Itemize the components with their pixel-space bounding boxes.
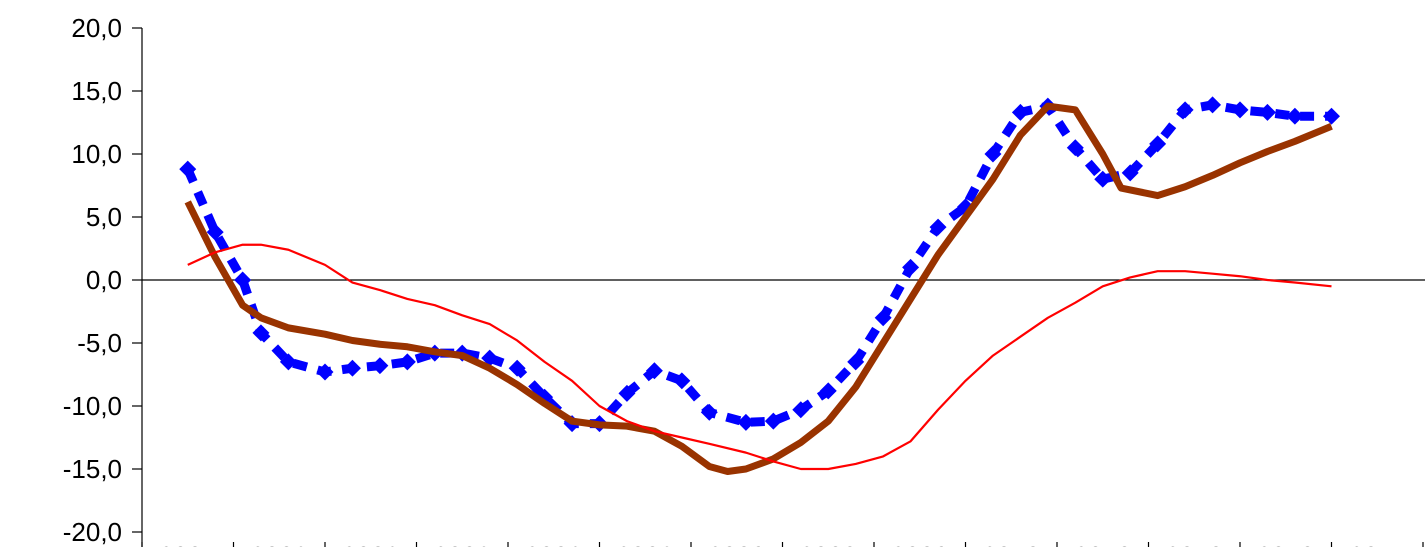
x-tick-label: 2009 [891, 541, 949, 547]
x-tick-label: 2010 [1074, 541, 1132, 547]
y-tick-label: 0,0 [86, 265, 122, 295]
series-point-1 [179, 160, 197, 178]
series-point-1 [252, 324, 270, 342]
series-point-1 [343, 359, 361, 377]
x-tick-label: 2008 [433, 541, 491, 547]
x-tick-label: 2009 [708, 541, 766, 547]
axes [132, 27, 1425, 547]
series-point-1 [481, 349, 499, 367]
series-point-1 [902, 258, 920, 276]
x-tick-label: 2010 [1257, 541, 1315, 547]
y-tick-label: -20,0 [63, 517, 122, 547]
series-point-1 [279, 353, 297, 371]
x-tick-label: 2011 [1349, 541, 1405, 547]
series-point-1 [737, 413, 755, 431]
series-point-1 [398, 353, 416, 371]
series-point-1 [206, 223, 224, 241]
series-point-1 [1204, 96, 1222, 114]
x-tick-label: 2007 [159, 541, 217, 547]
series-point-1 [819, 382, 837, 400]
x-tick-label: 2008 [342, 541, 400, 547]
series-point-1 [874, 309, 892, 327]
series-point-1 [618, 384, 636, 402]
series-point-1 [847, 353, 865, 371]
y-tick-label: -15,0 [63, 454, 122, 484]
y-tick-label: 10,0 [71, 139, 122, 169]
series-point-1 [792, 401, 810, 419]
series-point-1 [1258, 103, 1276, 121]
y-tick-label: 15,0 [71, 76, 122, 106]
series-point-1 [984, 145, 1002, 163]
series-point-1 [234, 271, 252, 289]
tick-labels: 20,0 15,0 10,0 5,0 0,0 -5,0 -10,0 -15,0 -20,0 200… [63, 13, 1405, 547]
series-line-1 [183, 100, 1332, 429]
series-point-1 [1231, 101, 1249, 119]
series-line-2 [184, 102, 1333, 476]
x-tick-label: 2008 [525, 541, 583, 547]
series-point-1 [645, 362, 663, 380]
y-tick-label: 20,0 [71, 13, 122, 43]
series-point-1 [673, 372, 691, 390]
series-point-1 [764, 412, 782, 430]
x-tick-label: 2009 [799, 541, 857, 547]
series-point-1 [929, 218, 947, 236]
x-tick-label: 2008 [616, 541, 674, 547]
series-line-3 [187, 243, 1332, 471]
y-tick-label: 5,0 [86, 202, 122, 232]
series-point-1 [1286, 107, 1304, 125]
x-tick-label: 2008 [250, 541, 308, 547]
x-tick-label: 2010 [982, 541, 1040, 547]
series-point-1 [316, 363, 334, 381]
series-point-1 [700, 403, 718, 421]
series-group [179, 96, 1340, 476]
series-point-1 [371, 357, 389, 375]
x-tick-label: 2010 [1165, 541, 1223, 547]
series-point-1 [1323, 107, 1340, 125]
y-tick-label: -5,0 [77, 328, 122, 358]
y-tick-label: -10,0 [63, 391, 122, 421]
